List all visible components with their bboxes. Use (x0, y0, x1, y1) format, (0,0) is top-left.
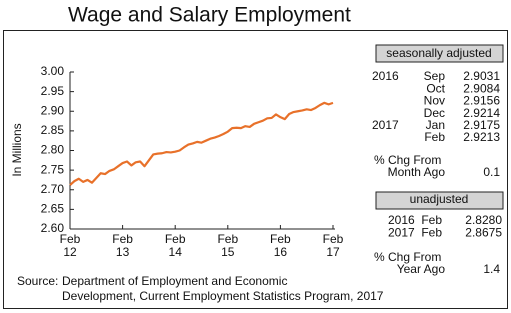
x-tick-label: Feb 14 (165, 232, 186, 259)
panel-change-label: Year Ago (397, 262, 446, 276)
y-tick-label: 2.85 (41, 123, 65, 137)
source-label: Source: (17, 274, 58, 288)
frame (3, 30, 508, 309)
y-tick-label: 2.80 (41, 143, 65, 157)
panel-month: Feb (424, 130, 445, 144)
panel-month: Feb (421, 226, 442, 240)
panel-value: 2.9213 (463, 130, 500, 144)
panel-change-label: % Chg From (374, 153, 441, 167)
y-axis-label: In Millions (10, 123, 24, 176)
y-tick-label: 3.00 (41, 64, 65, 78)
y-tick-label: 2.95 (41, 84, 65, 98)
panel-value: 2.9156 (463, 94, 500, 108)
source-text: Department of Employment and Economic (62, 274, 287, 288)
panel-month: Jan (426, 118, 445, 132)
x-tick-label: Feb 12 (60, 232, 81, 259)
spacer (0, 0, 40, 1)
panel-value: 2.8280 (465, 213, 502, 227)
panel-month: Sep (424, 69, 446, 83)
y-tick-label: 2.65 (41, 202, 65, 216)
panel-header-box (375, 44, 504, 63)
y-tick-label: 2.90 (41, 103, 65, 117)
panel-change-value: 0.1 (483, 165, 500, 179)
source-text: Development, Current Employment Statisti… (62, 289, 384, 303)
panel-month: Feb (421, 213, 442, 227)
panel-value: 2.9084 (463, 81, 500, 95)
panel-change-label: Month Ago (388, 165, 446, 179)
panel-header: seasonally adjusted (386, 46, 491, 60)
panel-year: 2017 (372, 118, 399, 132)
x-tick-label: Feb 15 (217, 232, 238, 259)
data-line (69, 101, 334, 186)
panel-value: 2.8675 (465, 226, 502, 240)
panel-change-value: 1.4 (483, 262, 500, 276)
panel-month: Dec (424, 106, 445, 120)
y-tick-label: 2.60 (41, 221, 65, 235)
y-tick-label: 2.70 (41, 182, 65, 196)
panel-change-label: % Chg From (374, 250, 441, 264)
panel-header-box (375, 191, 504, 210)
y-tick-label: 2.75 (41, 162, 65, 176)
panel-month: Oct (426, 81, 445, 95)
panel-year: 2016 (388, 213, 415, 227)
panel-value: 2.9175 (463, 118, 500, 132)
panel-month: Nov (424, 94, 445, 108)
panel-header: unadjusted (410, 192, 469, 206)
x-tick-label: Feb 13 (112, 232, 133, 259)
panel-value: 2.9031 (463, 69, 500, 83)
x-tick-label: Feb 16 (270, 232, 291, 259)
panel-value: 2.9214 (463, 106, 500, 120)
panel-year: 2017 (388, 226, 415, 240)
x-tick-label: Feb 17 (323, 232, 344, 259)
panel-year: 2016 (372, 69, 399, 83)
chart-title: Wage and Salary Employment (68, 4, 351, 27)
side-panel: seasonally adjusted 2016 Sep 2.9031 Oct 2.908… (372, 46, 502, 276)
